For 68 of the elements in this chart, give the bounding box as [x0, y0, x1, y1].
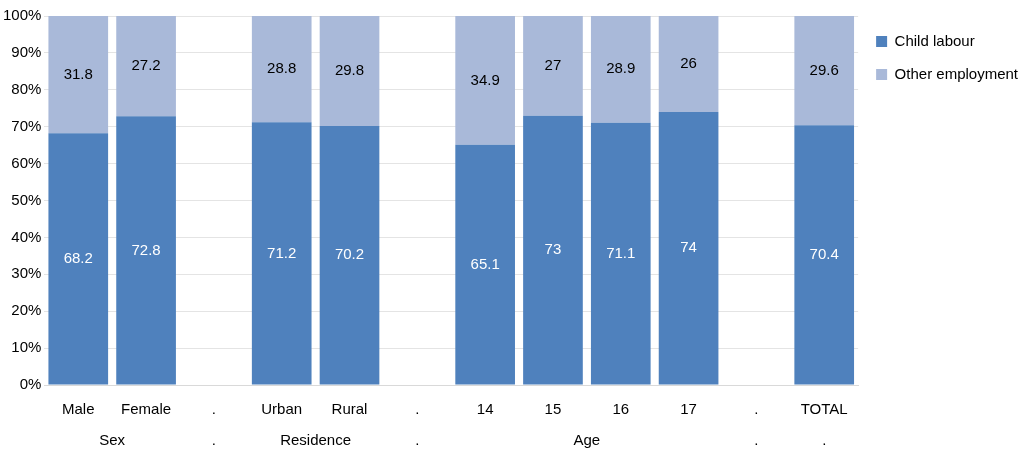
data-label: 26 — [680, 54, 697, 72]
bar — [116, 116, 176, 385]
y-tick-label: 80% — [11, 79, 42, 97]
data-label: 72.8 — [131, 240, 161, 258]
x-tick-label: Male — [62, 400, 95, 418]
bar — [48, 16, 109, 134]
data-label: 68.2 — [63, 249, 93, 267]
y-tick-label: 10% — [11, 338, 42, 356]
y-tick-label: 90% — [11, 43, 42, 61]
bar — [590, 122, 651, 385]
text: . — [211, 431, 216, 449]
text: Sex — [99, 431, 126, 449]
legend-label: Child labour — [894, 31, 975, 49]
x-tick-label: TOTAL — [800, 400, 848, 418]
bar — [251, 122, 312, 385]
data-label: 65.1 — [470, 254, 500, 272]
x-tick-label: 14 — [476, 400, 494, 418]
data-label: 70.4 — [809, 245, 839, 262]
bar — [251, 16, 312, 123]
data-label: 71.2 — [267, 243, 297, 261]
x-tick-label: 17 — [680, 400, 697, 418]
x-tick-label: Female — [121, 400, 172, 418]
y-tick-label: 60% — [11, 153, 42, 171]
x-tick-label: 16 — [612, 400, 630, 418]
bar — [48, 133, 109, 385]
bar — [590, 16, 651, 123]
y-tick-label: 100% — [2, 6, 42, 24]
bar — [523, 115, 583, 385]
x-tick-label: Rural — [331, 400, 368, 418]
bar — [794, 125, 855, 385]
x-tick-label: . — [754, 400, 759, 418]
bar — [116, 16, 176, 117]
text: Residence — [280, 431, 352, 449]
data-label: 28.8 — [267, 59, 297, 77]
y-tick-label: 20% — [11, 301, 42, 319]
bar — [455, 16, 515, 145]
data-label: 31.8 — [63, 64, 93, 82]
data-label: 28.9 — [606, 59, 636, 77]
bar — [455, 144, 515, 385]
y-tick-label: 70% — [11, 116, 42, 134]
data-label: 29.6 — [809, 60, 839, 78]
text: . — [822, 431, 827, 449]
data-label: 71.1 — [606, 243, 636, 261]
y-tick-label: 0% — [19, 375, 42, 393]
data-label: 27 — [544, 55, 562, 73]
y-tick-label: 50% — [11, 190, 42, 208]
bar — [658, 111, 719, 385]
data-label: 34.9 — [470, 70, 500, 88]
bar — [523, 16, 583, 116]
legend-label: Other employment — [894, 64, 1019, 82]
text: . — [415, 431, 420, 449]
text: Age — [573, 431, 601, 449]
x-tick-label: . — [415, 400, 420, 418]
data-label: 70.2 — [334, 245, 365, 263]
bar — [794, 16, 855, 126]
bar — [319, 16, 380, 126]
data-label: 73 — [544, 240, 562, 258]
data-label: 74 — [680, 238, 697, 256]
y-tick-label: 40% — [11, 227, 42, 245]
data-label: 29.8 — [334, 61, 365, 79]
data-label: 27.2 — [131, 56, 161, 74]
x-tick-label: Urban — [261, 400, 303, 418]
x-tick-label: . — [211, 400, 216, 418]
bar — [658, 16, 719, 112]
y-tick-label: 30% — [11, 264, 42, 282]
text: . — [754, 431, 759, 449]
bar — [319, 125, 380, 385]
x-tick-label: 15 — [544, 400, 562, 418]
